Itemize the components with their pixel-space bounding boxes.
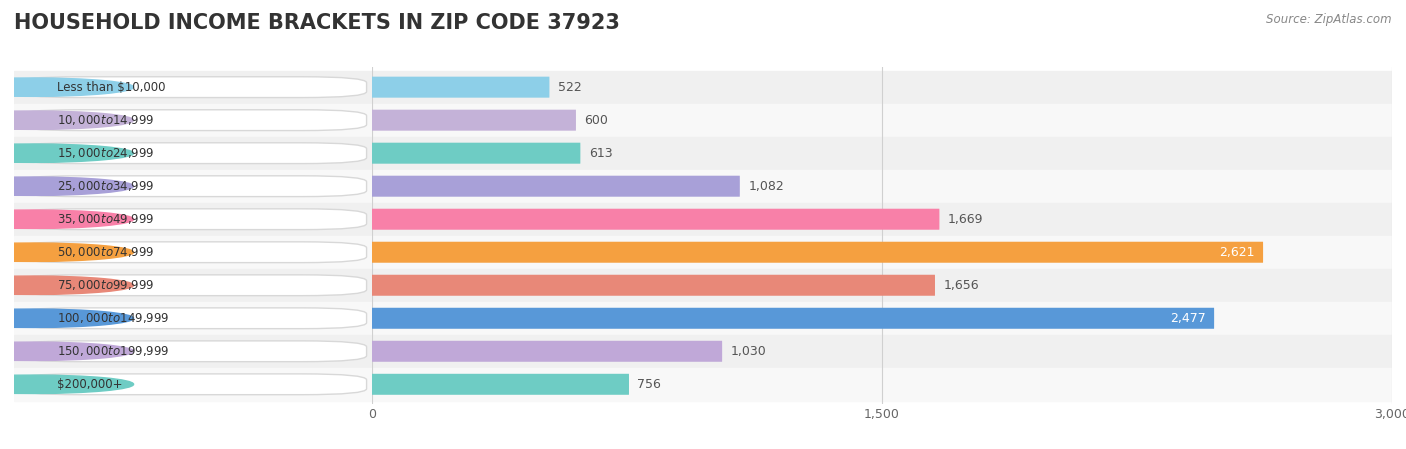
Bar [14,202,373,236]
Bar [14,104,373,136]
Text: 1,669: 1,669 [948,213,983,226]
Circle shape [0,78,134,97]
Circle shape [0,309,134,327]
FancyBboxPatch shape [373,374,628,395]
FancyBboxPatch shape [373,341,723,362]
Text: Less than $10,000: Less than $10,000 [58,81,166,94]
FancyBboxPatch shape [373,209,939,230]
Text: 522: 522 [558,81,582,94]
Bar [373,368,1392,401]
Text: Source: ZipAtlas.com: Source: ZipAtlas.com [1267,13,1392,26]
Circle shape [0,111,134,129]
FancyBboxPatch shape [15,374,367,395]
FancyBboxPatch shape [373,176,740,197]
Text: $200,000+: $200,000+ [58,378,122,391]
Text: $50,000 to $74,999: $50,000 to $74,999 [58,245,155,259]
Text: 1,030: 1,030 [731,345,766,358]
Bar [14,269,373,302]
Circle shape [0,375,134,393]
Bar [14,236,373,269]
Circle shape [0,177,134,195]
FancyBboxPatch shape [15,308,367,329]
Circle shape [0,243,134,261]
Bar [373,236,1392,269]
FancyBboxPatch shape [15,242,367,263]
Bar [14,368,373,401]
Bar [373,136,1392,170]
Bar [14,170,373,202]
Text: 600: 600 [585,114,609,127]
Text: $75,000 to $99,999: $75,000 to $99,999 [58,278,155,292]
Bar [373,70,1392,104]
FancyBboxPatch shape [15,77,367,97]
FancyBboxPatch shape [15,209,367,229]
Text: $10,000 to $14,999: $10,000 to $14,999 [58,113,155,127]
FancyBboxPatch shape [373,275,935,296]
FancyBboxPatch shape [15,143,367,163]
Text: 2,621: 2,621 [1219,246,1254,259]
FancyBboxPatch shape [373,308,1215,329]
FancyBboxPatch shape [373,77,550,98]
FancyBboxPatch shape [373,143,581,164]
FancyBboxPatch shape [15,341,367,362]
Bar [373,335,1392,368]
FancyBboxPatch shape [373,110,576,131]
Text: $100,000 to $149,999: $100,000 to $149,999 [58,311,169,325]
FancyBboxPatch shape [15,176,367,197]
Text: $150,000 to $199,999: $150,000 to $199,999 [58,344,169,358]
Text: $35,000 to $49,999: $35,000 to $49,999 [58,212,155,226]
Text: HOUSEHOLD INCOME BRACKETS IN ZIP CODE 37923: HOUSEHOLD INCOME BRACKETS IN ZIP CODE 37… [14,13,620,34]
Circle shape [0,276,134,295]
Bar [373,202,1392,236]
Text: $15,000 to $24,999: $15,000 to $24,999 [58,146,155,160]
Text: 2,477: 2,477 [1170,312,1205,325]
Text: $25,000 to $34,999: $25,000 to $34,999 [58,179,155,193]
Bar [373,104,1392,136]
Bar [373,302,1392,335]
Circle shape [0,144,134,163]
Bar [373,170,1392,202]
FancyBboxPatch shape [15,275,367,295]
Text: 613: 613 [589,147,613,160]
Text: 1,656: 1,656 [943,279,979,292]
FancyBboxPatch shape [373,242,1263,263]
Bar [14,302,373,335]
Bar [14,70,373,104]
Circle shape [0,210,134,229]
Bar [14,335,373,368]
Circle shape [0,342,134,361]
Text: 756: 756 [637,378,661,391]
Text: 1,082: 1,082 [748,180,785,193]
Bar [14,136,373,170]
Bar [373,269,1392,302]
FancyBboxPatch shape [15,110,367,131]
